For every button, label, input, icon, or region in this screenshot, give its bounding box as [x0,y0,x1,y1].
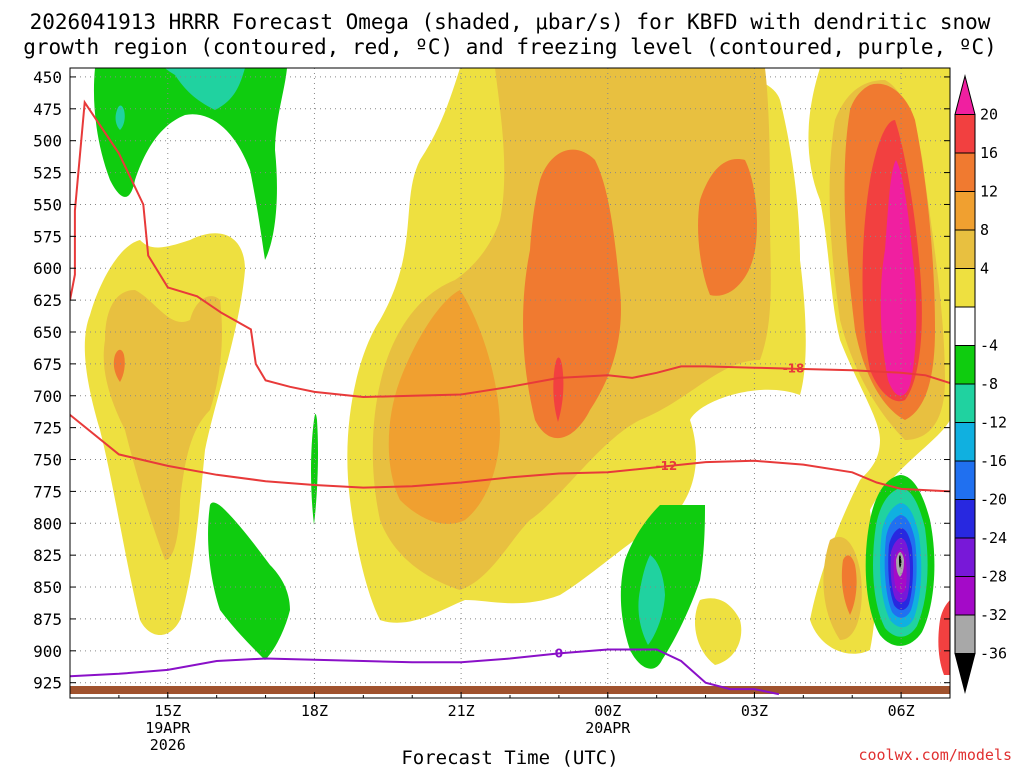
x-tick-label: 00Z [594,702,621,720]
watermark-credit: coolwx.com/models [858,746,1012,764]
y-tick-label: 725 [33,419,62,438]
colorbar-label: 12 [980,183,998,201]
colorbar-swatch [954,152,976,192]
colorbar-label: 8 [980,221,989,239]
colorbar-swatch [954,460,976,500]
colorbar-label: -8 [980,375,998,393]
omega-neg12-left-spot [115,105,125,130]
omega-pos12-west [113,349,125,382]
colorbar-label: 20 [980,106,998,124]
omega-neg8-18z-sliver [311,414,318,525]
y-tick-label: 575 [33,227,62,246]
colorbar-label: -12 [980,414,1007,432]
colorbar-arrow-bottom [954,653,976,694]
x-tick-label: 19APR [145,719,191,737]
x-tick-label: 03Z [741,702,768,720]
ground-terrain [70,686,950,694]
x-tick-label: 20APR [585,719,631,737]
x-tick-label: 06Z [888,702,915,720]
colorbar-label: -16 [980,452,1007,470]
colorbar-label: -20 [980,491,1007,509]
y-tick-label: 650 [33,323,62,342]
colorbar-swatch [954,306,976,346]
freezing-level-line [70,648,780,696]
colorbar-arrow-top [954,74,976,115]
y-tick-label: 700 [33,387,62,406]
colorbar-swatch [954,268,976,308]
colorbar-swatch [954,191,976,231]
colorbar-label: -36 [980,645,1007,663]
colorbar-swatch [954,114,976,154]
colorbar-swatch [954,345,976,385]
colorbar-swatch [954,383,976,423]
y-tick-label: 550 [33,195,62,214]
grid-lines [70,68,950,698]
freezing-level-label: 0 [555,646,563,660]
contour-minus18-line [70,99,950,399]
omega-pos12-main [388,290,500,524]
omega-pos12-low-east [841,555,857,615]
x-tick-label: 18Z [301,702,328,720]
x-axis-label: Forecast Time (UTC) [401,747,618,768]
colorbar-label: -28 [980,568,1007,586]
colorbar-swatch [954,499,976,539]
y-tick-label: 675 [33,355,62,374]
omega-shading [84,68,950,675]
contour-minus12-label: -12 [656,459,678,473]
colorbar-label: 4 [980,260,989,278]
y-tick-label: 525 [33,164,62,183]
y-tick-label: 800 [33,514,62,533]
colorbar-swatch [954,229,976,269]
colorbar-label: -4 [980,337,998,355]
y-tick-label: 475 [33,100,62,119]
contour-minus12-line [70,414,950,493]
y-tick-label: 750 [33,451,62,470]
colorbar-label: -24 [980,529,1007,547]
colorbar-swatch [954,537,976,577]
colorbar-swatch [954,614,976,654]
colorbar-label: 16 [980,144,998,162]
temperature-contours: -18 -12 0 [70,99,950,696]
omega-neg8-topleft [93,68,287,260]
omega-colorbar: 20 16 12 8 4 -4 -8 -12 -16 -20 -24 -28 -32 -36 [954,74,1007,694]
colorbar-label: -32 [980,606,1007,624]
y-tick-label: 875 [33,610,62,629]
contour-minus18-label: -18 [783,362,805,376]
omega-pos8-west [103,290,222,560]
x-tick-label: 2026 [150,736,186,754]
colorbar-swatch [954,422,976,462]
omega-pos16-streak [553,357,564,422]
y-tick-label: 925 [33,674,62,693]
y-tick-label: 450 [33,68,62,87]
y-tick-label: 850 [33,578,62,597]
chart-title-line-2: growth region (contoured, red, ºC) and f… [23,35,997,59]
y-tick-label: 625 [33,291,62,310]
omega-pos12-upper [523,149,621,439]
omega-neg8-16z [208,502,290,660]
x-tick-label: 21Z [448,702,475,720]
omega-neg12-topleft [165,68,245,110]
chart-title-line-1: 2026041913 HRRR Forecast Omega (shaded, … [30,10,991,34]
y-tick-label: 825 [33,546,62,565]
omega-pos4-700s [695,598,742,665]
y-tick-label: 500 [33,132,62,151]
omega-neg12-01z [638,555,665,645]
y-tick-label: 600 [33,259,62,278]
y-tick-label: 900 [33,642,62,661]
x-tick-label: 15Z [154,702,181,720]
pressure-axis: 450 475 500 525 550 575 600 625 650 675 700 725 750 7… [33,68,950,693]
omega-pos12-upper-east [698,159,757,296]
colorbar-swatch [954,576,976,616]
omega-pos20-core [880,160,917,396]
y-tick-label: 775 [33,482,62,501]
